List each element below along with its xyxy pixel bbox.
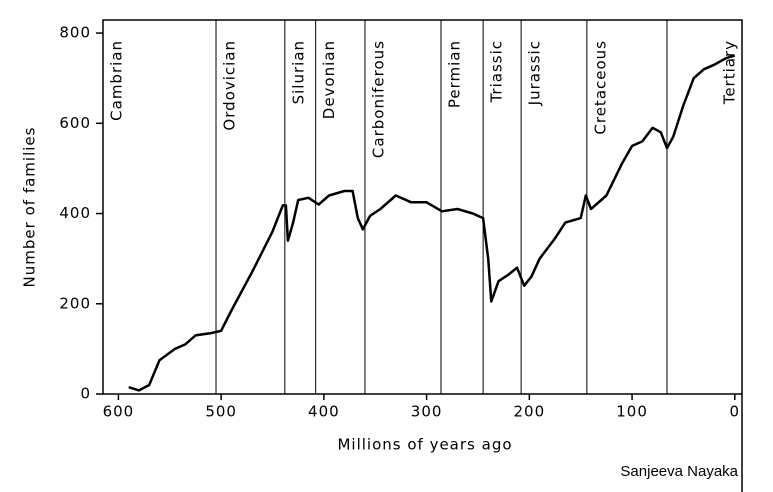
plot-frame	[103, 20, 742, 394]
period-label: Silurian	[289, 40, 307, 104]
y-tick-label: 600	[59, 114, 91, 132]
period-label: Devonian	[320, 40, 338, 119]
x-tick-label: 400	[308, 403, 340, 421]
x-tick-label: 500	[205, 403, 237, 421]
chart: Number of families Millions of years ago…	[0, 0, 773, 492]
x-tick-label: 600	[103, 403, 135, 421]
x-tick-label: 100	[616, 403, 648, 421]
period-label: Permian	[445, 40, 463, 108]
y-tick-label: 800	[59, 24, 91, 42]
x-tick-label: 200	[514, 403, 546, 421]
period-label: Triassic	[488, 40, 506, 104]
x-tick-label: 0	[730, 403, 741, 421]
period-label: Jurassic	[526, 40, 544, 106]
y-tick-label: 200	[59, 294, 91, 312]
y-tick-label: 0	[80, 385, 91, 403]
credit: Sanjeeva Nayaka	[620, 463, 738, 480]
x-axis-label: Millions of years ago	[337, 436, 512, 454]
y-axis-label: Number of families	[21, 127, 39, 288]
y-tick-label: 400	[59, 204, 91, 222]
period-label: Cambrian	[108, 40, 126, 121]
period-label: Ordovician	[221, 40, 239, 131]
period-label: Carboniferous	[369, 40, 387, 158]
period-label: Tertiary	[721, 40, 739, 105]
period-label: Cretaceous	[591, 40, 609, 135]
x-tick-label: 300	[411, 403, 443, 421]
